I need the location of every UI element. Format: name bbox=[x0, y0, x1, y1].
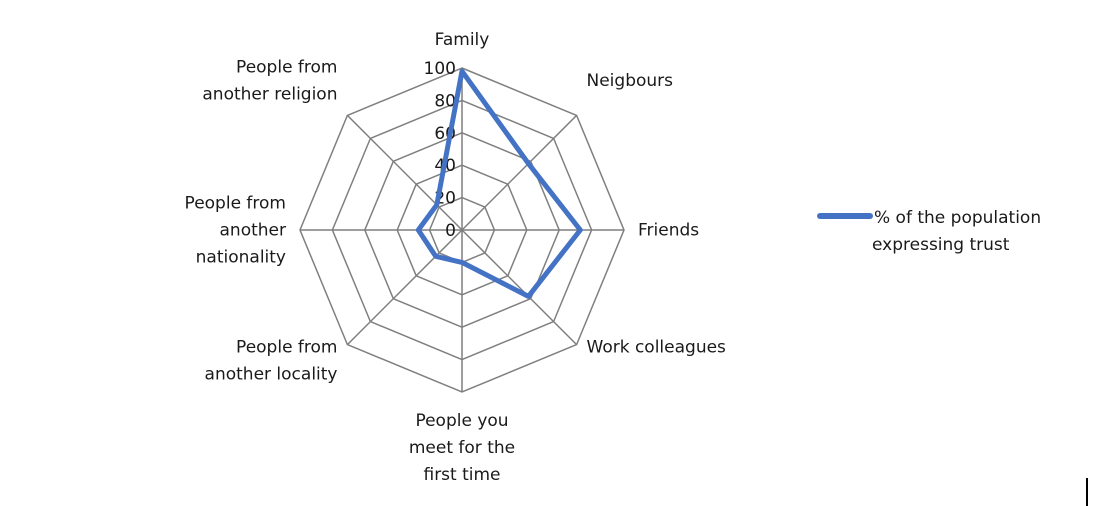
legend-label: % of the population expressing trust bbox=[872, 208, 1041, 255]
legend: % of the population expressing trust bbox=[817, 208, 1041, 255]
axis-spoke bbox=[461, 114, 578, 231]
radar-series bbox=[415, 68, 583, 299]
radar-category-labels: Family Neigbours Friends Work colleagues Peo… bbox=[185, 30, 726, 485]
category-label: Friends bbox=[638, 221, 699, 241]
axis-spoke bbox=[461, 229, 578, 346]
category-label: People from another nationality bbox=[185, 194, 286, 268]
category-label: People you meet for the first time bbox=[409, 411, 515, 485]
category-label: People from another religion bbox=[202, 58, 337, 105]
series-line bbox=[415, 68, 583, 299]
axis-spoke bbox=[346, 229, 463, 346]
tick-label: 0 bbox=[445, 221, 456, 241]
category-label: Neigbours bbox=[587, 71, 674, 91]
category-label: Family bbox=[435, 30, 490, 50]
tick-label: 80 bbox=[434, 91, 456, 111]
text-cursor bbox=[1086, 478, 1088, 506]
tick-label: 100 bbox=[424, 59, 456, 79]
axis-spoke bbox=[346, 114, 463, 231]
category-label: People from another locality bbox=[205, 338, 338, 385]
category-label: Work colleagues bbox=[587, 338, 727, 358]
radar-axes bbox=[300, 68, 624, 392]
